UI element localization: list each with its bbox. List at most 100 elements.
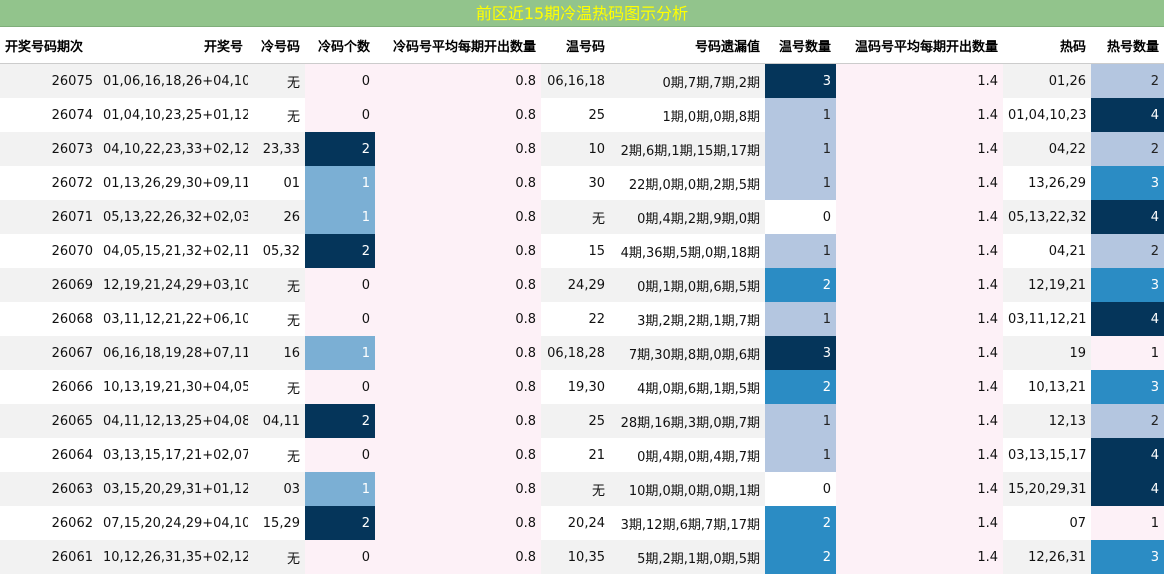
cell-cold-count: 1 <box>305 200 375 234</box>
col-header-hot-count: 热号数量 <box>1091 27 1164 64</box>
table-row: 26063 03,15,20,29,31+01,12 03 1 0.8 无 10期,0期,0… <box>0 472 1164 506</box>
cell-warm-count: 1 <box>765 302 836 336</box>
cell-warm-count: 3 <box>765 63 836 98</box>
cell-cold-avg: 0.8 <box>375 472 541 506</box>
cell-warm: 24,29 <box>541 268 610 302</box>
cell-cold: 03 <box>248 472 305 506</box>
cell-cold-count: 2 <box>305 132 375 166</box>
table-row: 26067 06,16,18,19,28+07,11 16 1 0.8 06,18,28 7… <box>0 336 1164 370</box>
col-header-miss: 号码遗漏值 <box>610 27 765 64</box>
cell-cold: 无 <box>248 438 305 472</box>
cell-miss: 28期,16期,3期,0期,7期 <box>610 404 765 438</box>
table-row: 26064 03,13,15,17,21+02,07 无 0 0.8 21 0期,4期,0期… <box>0 438 1164 472</box>
cell-warm: 25 <box>541 404 610 438</box>
cell-miss: 0期,4期,2期,9期,0期 <box>610 200 765 234</box>
cell-hot: 19 <box>1003 336 1091 370</box>
cell-warm: 22 <box>541 302 610 336</box>
cell-warm-count: 1 <box>765 166 836 200</box>
cell-hot: 12,19,21 <box>1003 268 1091 302</box>
cell-draw: 03,11,12,21,22+06,10 <box>98 302 248 336</box>
cell-miss: 0期,4期,0期,4期,7期 <box>610 438 765 472</box>
cell-cold: 无 <box>248 370 305 404</box>
col-header-hot: 热码 <box>1003 27 1091 64</box>
cell-warm-count: 1 <box>765 438 836 472</box>
data-table: 开奖号码期次 开奖号 冷号码 冷码个数 冷码号平均每期开出数量 温号码 号码遗漏… <box>0 27 1164 574</box>
cell-cold-count: 1 <box>305 166 375 200</box>
cell-draw: 01,04,10,23,25+01,12 <box>98 98 248 132</box>
cell-warm: 25 <box>541 98 610 132</box>
cell-draw: 03,15,20,29,31+01,12 <box>98 472 248 506</box>
cell-cold: 04,11 <box>248 404 305 438</box>
cell-warm-avg: 1.4 <box>836 132 1003 166</box>
cell-cold-avg: 0.8 <box>375 438 541 472</box>
cell-warm-count: 1 <box>765 98 836 132</box>
cell-cold-avg: 0.8 <box>375 98 541 132</box>
cell-draw: 04,05,15,21,32+02,11 <box>98 234 248 268</box>
table-row: 26073 04,10,22,23,33+02,12 23,33 2 0.8 10 2期,6… <box>0 132 1164 166</box>
cell-warm-count: 1 <box>765 404 836 438</box>
cell-cold-count: 0 <box>305 438 375 472</box>
cell-warm: 06,16,18 <box>541 63 610 98</box>
cell-warm-avg: 1.4 <box>836 370 1003 404</box>
cell-warm-avg: 1.4 <box>836 404 1003 438</box>
cell-cold-avg: 0.8 <box>375 336 541 370</box>
cell-draw: 04,11,12,13,25+04,08 <box>98 404 248 438</box>
cell-hot-count: 3 <box>1091 166 1164 200</box>
cell-warm-avg: 1.4 <box>836 166 1003 200</box>
table-row: 26075 01,06,16,18,26+04,10 无 0 0.8 06,16,18 0期… <box>0 63 1164 98</box>
cell-cold-avg: 0.8 <box>375 132 541 166</box>
cell-warm: 10,35 <box>541 540 610 574</box>
cell-miss: 4期,36期,5期,0期,18期 <box>610 234 765 268</box>
cell-issue: 26075 <box>0 63 98 98</box>
table-row: 26070 04,05,15,21,32+02,11 05,32 2 0.8 15 4期,3… <box>0 234 1164 268</box>
cell-warm-avg: 1.4 <box>836 438 1003 472</box>
cell-draw: 01,13,26,29,30+09,11 <box>98 166 248 200</box>
cell-miss: 0期,7期,7期,2期 <box>610 63 765 98</box>
cell-hot-count: 2 <box>1091 132 1164 166</box>
cell-cold: 无 <box>248 98 305 132</box>
cell-warm-avg: 1.4 <box>836 98 1003 132</box>
cell-cold-count: 2 <box>305 234 375 268</box>
cell-warm-count: 2 <box>765 370 836 404</box>
table-row: 26074 01,04,10,23,25+01,12 无 0 0.8 25 1期,0期,0期… <box>0 98 1164 132</box>
col-header-cold-count: 冷码个数 <box>305 27 375 64</box>
cell-cold-count: 0 <box>305 98 375 132</box>
cell-warm-count: 0 <box>765 200 836 234</box>
cell-issue: 26063 <box>0 472 98 506</box>
cell-cold-avg: 0.8 <box>375 63 541 98</box>
cell-miss: 4期,0期,6期,1期,5期 <box>610 370 765 404</box>
cell-cold-count: 0 <box>305 370 375 404</box>
sheet-title: 前区近15期冷温热码图示分析 <box>0 0 1164 27</box>
cell-hot-count: 2 <box>1091 404 1164 438</box>
cell-cold-count: 2 <box>305 506 375 540</box>
table-row: 26072 01,13,26,29,30+09,11 01 1 0.8 30 22期,0期,… <box>0 166 1164 200</box>
cell-warm-avg: 1.4 <box>836 268 1003 302</box>
cell-cold: 26 <box>248 200 305 234</box>
cell-hot: 05,13,22,32 <box>1003 200 1091 234</box>
col-header-issue: 开奖号码期次 <box>0 27 98 64</box>
cell-cold: 01 <box>248 166 305 200</box>
cell-issue: 26074 <box>0 98 98 132</box>
cell-cold-avg: 0.8 <box>375 540 541 574</box>
cell-issue: 26067 <box>0 336 98 370</box>
cell-cold-count: 2 <box>305 404 375 438</box>
cell-cold-count: 1 <box>305 336 375 370</box>
cell-hot: 15,20,29,31 <box>1003 472 1091 506</box>
cell-cold: 无 <box>248 540 305 574</box>
cell-draw: 06,16,18,19,28+07,11 <box>98 336 248 370</box>
cell-hot: 03,13,15,17 <box>1003 438 1091 472</box>
cell-cold-count: 0 <box>305 268 375 302</box>
cell-warm-avg: 1.4 <box>836 200 1003 234</box>
cell-hot: 01,26 <box>1003 63 1091 98</box>
cell-cold-avg: 0.8 <box>375 506 541 540</box>
table-body: 26075 01,06,16,18,26+04,10 无 0 0.8 06,16,18 0期… <box>0 63 1164 574</box>
table-row: 26071 05,13,22,26,32+02,03 26 1 0.8 无 0期,4期,2期… <box>0 200 1164 234</box>
table-row: 26069 12,19,21,24,29+03,10 无 0 0.8 24,29 0期,1期… <box>0 268 1164 302</box>
cell-warm: 21 <box>541 438 610 472</box>
cell-cold-avg: 0.8 <box>375 370 541 404</box>
cell-cold-avg: 0.8 <box>375 268 541 302</box>
cell-miss: 3期,2期,2期,1期,7期 <box>610 302 765 336</box>
cell-issue: 26069 <box>0 268 98 302</box>
cell-draw: 03,13,15,17,21+02,07 <box>98 438 248 472</box>
cell-warm-count: 0 <box>765 472 836 506</box>
